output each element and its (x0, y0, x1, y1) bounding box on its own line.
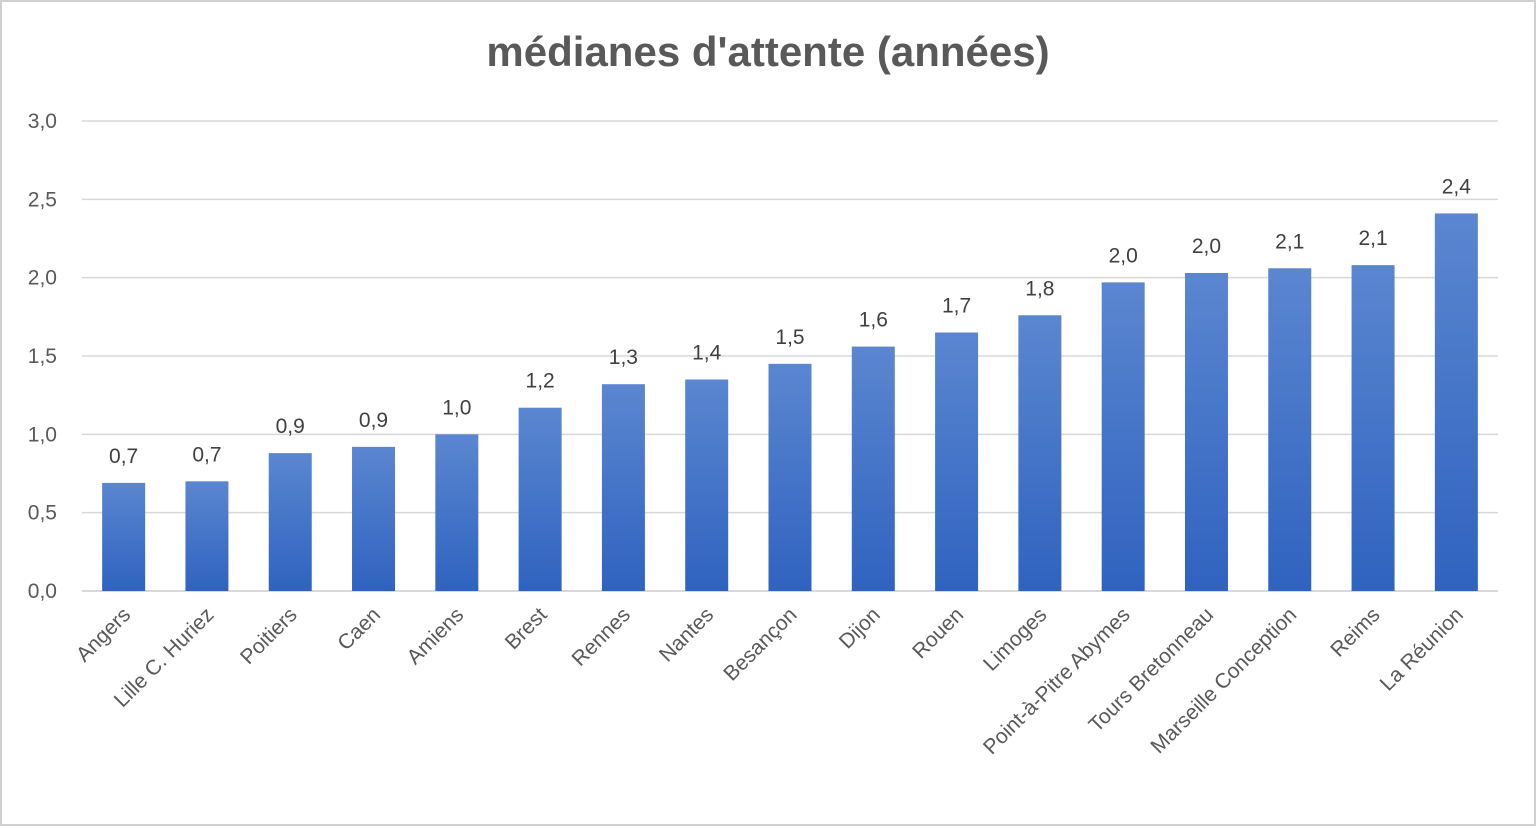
bar-8 (768, 363, 812, 591)
x-category-label: Poitiers (236, 603, 302, 669)
bar-3 (352, 446, 396, 591)
bar-14 (1268, 268, 1312, 591)
data-label: 1,2 (526, 370, 555, 393)
data-label: 2,4 (1442, 175, 1472, 198)
x-category-label: Angers (72, 603, 135, 666)
bar-12 (1101, 282, 1145, 591)
y-tick-label: 2,5 (28, 188, 57, 211)
bar-5 (518, 407, 562, 591)
y-tick-label: 3,0 (28, 110, 57, 133)
x-category-label: Point-à-Pitre Abymes (979, 603, 1135, 759)
data-label: 2,0 (1109, 244, 1138, 267)
chart-title: médianes d'attente (années) (486, 28, 1050, 75)
x-category-label: Dijon (835, 603, 885, 653)
x-category-label: Brest (501, 603, 552, 654)
x-category-label: Besançon (719, 603, 801, 685)
x-category-label: La Réunion (1376, 603, 1468, 695)
y-tick-label: 0,0 (28, 580, 57, 603)
y-tick-label: 1,5 (28, 345, 57, 368)
bar-0 (102, 482, 146, 591)
data-label: 2,1 (1358, 227, 1387, 250)
x-category-label: Marseille Conception (1146, 603, 1301, 758)
bar-7 (685, 379, 729, 591)
data-label: 2,0 (1192, 235, 1221, 258)
y-tick-label: 0,5 (28, 502, 57, 525)
bar-2 (268, 453, 312, 591)
y-tick-label: 1,0 (28, 423, 57, 446)
x-category-label: Amiens (403, 603, 469, 669)
bar-9 (851, 346, 895, 591)
data-label: 1,0 (442, 396, 471, 419)
x-category-label: Reims (1326, 603, 1384, 661)
data-label: 1,4 (692, 342, 722, 365)
bar-10 (935, 332, 979, 591)
bar-11 (1018, 315, 1062, 591)
x-category-label: Nantes (655, 603, 718, 666)
bar-15 (1351, 265, 1395, 591)
bar-13 (1184, 272, 1228, 591)
x-category-label: Rennes (567, 603, 634, 670)
data-label: 1,8 (1025, 277, 1054, 300)
data-label: 2,1 (1275, 230, 1304, 253)
bar-16 (1434, 213, 1478, 591)
data-label: 0,9 (359, 409, 388, 432)
data-label: 1,5 (775, 326, 804, 349)
data-label: 0,9 (276, 415, 305, 438)
data-label: 1,3 (609, 346, 638, 369)
x-category-label: Limoges (979, 603, 1051, 675)
data-label: 0,7 (109, 445, 138, 468)
bar-4 (435, 434, 479, 591)
bar-6 (601, 384, 645, 591)
y-tick-label: 2,0 (28, 267, 57, 290)
x-category-label: Rouen (908, 603, 968, 663)
x-category-label: Caen (333, 603, 385, 655)
bar-1 (185, 481, 229, 591)
data-label: 1,7 (942, 295, 971, 318)
data-label: 1,6 (859, 309, 888, 332)
data-label: 0,7 (192, 443, 221, 466)
